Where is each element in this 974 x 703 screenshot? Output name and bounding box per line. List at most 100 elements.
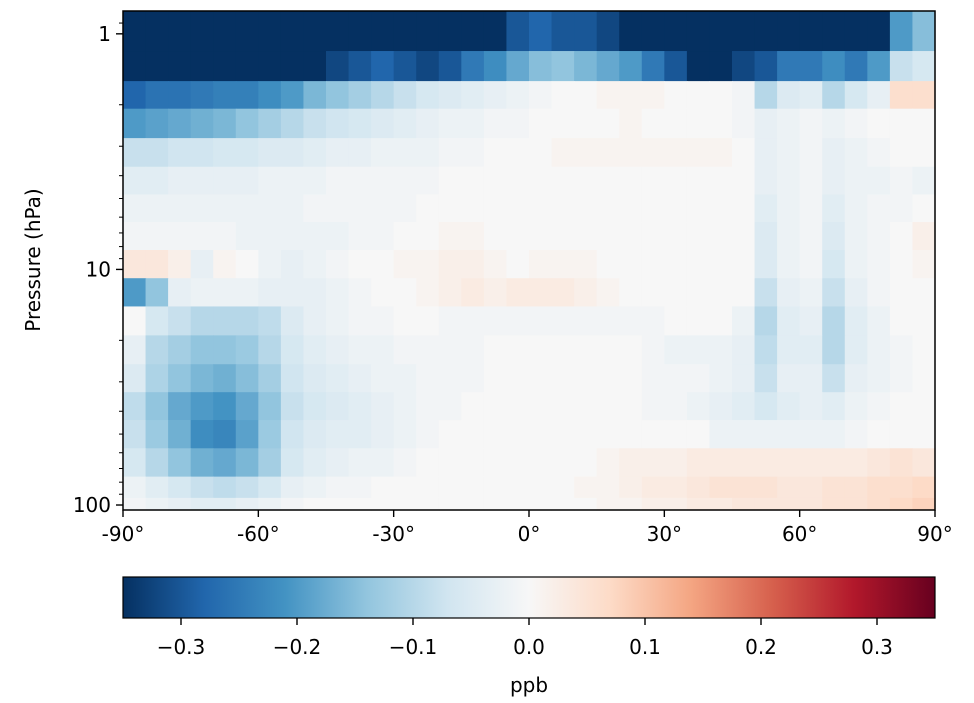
heatmap-cell	[483, 306, 508, 336]
heatmap-cell	[754, 138, 778, 168]
heatmap-cell	[619, 51, 643, 82]
heatmap-cell	[619, 335, 643, 365]
heatmap-cell	[551, 335, 575, 365]
heatmap-cell	[686, 249, 711, 279]
heatmap-cell	[303, 166, 327, 196]
heatmap-cell	[867, 108, 891, 139]
heatmap-cell	[371, 278, 395, 308]
heatmap-cell	[596, 51, 620, 82]
heatmap-cell	[844, 278, 868, 308]
heatmap-cell	[709, 335, 733, 365]
heatmap-cell	[596, 306, 620, 336]
heatmap-cell	[235, 448, 259, 478]
heatmap-cell	[235, 138, 259, 168]
heatmap-cell	[416, 364, 440, 393]
heatmap-cell	[867, 249, 891, 279]
heatmap-cell	[551, 249, 575, 279]
heatmap-cell	[709, 392, 733, 421]
heatmap-cell	[889, 166, 914, 196]
heatmap-cell	[168, 51, 192, 82]
heatmap-cell	[235, 81, 259, 110]
heatmap-cell	[799, 194, 823, 223]
heatmap-cell	[280, 138, 305, 168]
heatmap-cell	[235, 476, 259, 499]
heatmap-cell	[551, 51, 575, 82]
heatmap-cell	[619, 11, 643, 52]
heatmap-cell	[190, 364, 214, 393]
heatmap-cell	[438, 138, 462, 168]
heatmap-cell	[551, 306, 575, 336]
heatmap-cell	[754, 194, 778, 223]
heatmap-cell	[799, 222, 823, 251]
heatmap-cell	[235, 108, 259, 139]
heatmap-cell	[844, 51, 868, 82]
heatmap-cell	[641, 335, 665, 365]
heatmap-cell	[664, 108, 688, 139]
heatmap-cell	[686, 278, 711, 308]
heatmap-cell	[619, 392, 643, 421]
heatmap-cell	[303, 11, 327, 52]
heatmap-cell	[912, 476, 936, 499]
heatmap-cell	[235, 278, 259, 308]
heatmap-cell	[596, 249, 620, 279]
heatmap-cell	[438, 11, 462, 52]
heatmap-cell	[416, 11, 440, 52]
heatmap-cell	[889, 278, 914, 308]
heatmap-cell	[213, 278, 237, 308]
colorbar-tick-label: 0.0	[513, 635, 545, 659]
heatmap-cell	[348, 335, 372, 365]
heatmap-cell	[326, 51, 350, 82]
heatmap-cell	[461, 11, 485, 52]
heatmap-cell	[777, 420, 801, 449]
heatmap-cell	[754, 81, 778, 110]
heatmap-cell	[326, 194, 350, 223]
heatmap-cell	[754, 51, 778, 82]
heatmap-cell	[438, 335, 462, 365]
heatmap-cell	[416, 306, 440, 336]
heatmap-cell	[213, 448, 237, 478]
heatmap-cell	[912, 249, 936, 279]
heatmap-cell	[799, 51, 823, 82]
heatmap-cell	[280, 249, 305, 279]
heatmap-cell	[348, 194, 372, 223]
heatmap-cell	[213, 222, 237, 251]
heatmap-cell	[822, 392, 846, 421]
heatmap-cell	[912, 392, 936, 421]
heatmap-cell	[213, 306, 237, 336]
heatmap-cell	[754, 335, 778, 365]
heatmap-cell	[596, 138, 620, 168]
heatmap-cell	[844, 11, 868, 52]
heatmap-cell	[258, 392, 282, 421]
heatmap-cell	[145, 476, 169, 499]
heatmap-cell	[822, 448, 846, 478]
heatmap-cell	[371, 497, 395, 511]
heatmap-cell	[619, 222, 643, 251]
heatmap-cell	[235, 194, 259, 223]
heatmap-cell	[258, 11, 282, 52]
heatmap-cell	[574, 335, 598, 365]
heatmap-cell	[867, 51, 891, 82]
heatmap-cell	[844, 420, 868, 449]
heatmap-cell	[732, 497, 756, 511]
heatmap-cell	[123, 420, 147, 449]
heatmap-cell	[213, 476, 237, 499]
heatmap-cell	[641, 476, 665, 499]
heatmap-cell	[483, 51, 508, 82]
heatmap-cell	[258, 81, 282, 110]
colorbar-tick-label: 0.1	[629, 635, 661, 659]
heatmap-cell	[754, 306, 778, 336]
heatmap-cell	[123, 497, 147, 511]
heatmap-cell	[574, 476, 598, 499]
heatmap-cell	[348, 392, 372, 421]
colorbar-label: ppb	[510, 673, 548, 697]
heatmap-cell	[393, 222, 417, 251]
heatmap-cell	[145, 249, 169, 279]
heatmap-cell	[551, 138, 575, 168]
heatmap-cell	[303, 335, 327, 365]
heatmap-cell	[732, 194, 756, 223]
heatmap-cell	[844, 81, 868, 110]
heatmap-cell	[574, 306, 598, 336]
heatmap-cell	[506, 306, 530, 336]
heatmap-cell	[867, 497, 891, 511]
heatmap-cell	[145, 364, 169, 393]
